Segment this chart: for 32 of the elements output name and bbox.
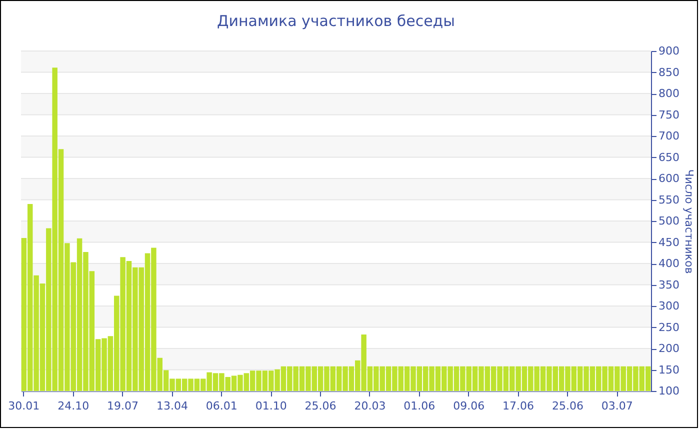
chart-title: Динамика участников беседы (216, 12, 456, 30)
x-tick-label: 01.06 (404, 400, 436, 412)
x-tick-label: 06.01 (206, 400, 238, 412)
x-tick-label: 25.06 (304, 400, 336, 412)
y-tick-label: 650 (658, 150, 680, 164)
y-tick-label: 750 (658, 108, 680, 122)
x-tick-label: 30.01 (8, 400, 40, 412)
y-tick-label: 800 (658, 87, 680, 100)
y-tick-label: 700 (658, 130, 680, 142)
x-tick-label: 24.10 (58, 400, 90, 412)
x-tick-label: 20.03 (354, 400, 386, 412)
y-tick-label: 350 (658, 278, 680, 292)
y-tick-label: 300 (658, 300, 680, 312)
x-tick-label: 19.07 (107, 400, 139, 412)
x-tick-label: 03.07 (601, 400, 633, 412)
y-tick-label: 200 (658, 342, 680, 355)
x-tick-label: 13.04 (156, 400, 188, 412)
x-tick-label: 17.06 (502, 400, 534, 412)
y-tick-label: 850 (658, 66, 680, 79)
y-tick-label: 600 (658, 172, 680, 185)
y-tick-label: 250 (658, 320, 680, 334)
y-tick-label: 150 (658, 363, 680, 376)
y-tick-label: 400 (658, 257, 680, 270)
y-tick-label: 100 (658, 384, 680, 398)
x-tick-label: 25.06 (552, 400, 584, 412)
y-tick-label: 550 (658, 193, 680, 206)
x-tick-label: 01.10 (255, 400, 287, 412)
x-tick-label: 09.06 (453, 400, 485, 412)
y-tick-label: 450 (658, 236, 680, 249)
y-tick-label: 500 (658, 214, 680, 228)
y-tick-label: 900 (658, 44, 680, 58)
y-axis-title: Число участников (682, 169, 696, 274)
